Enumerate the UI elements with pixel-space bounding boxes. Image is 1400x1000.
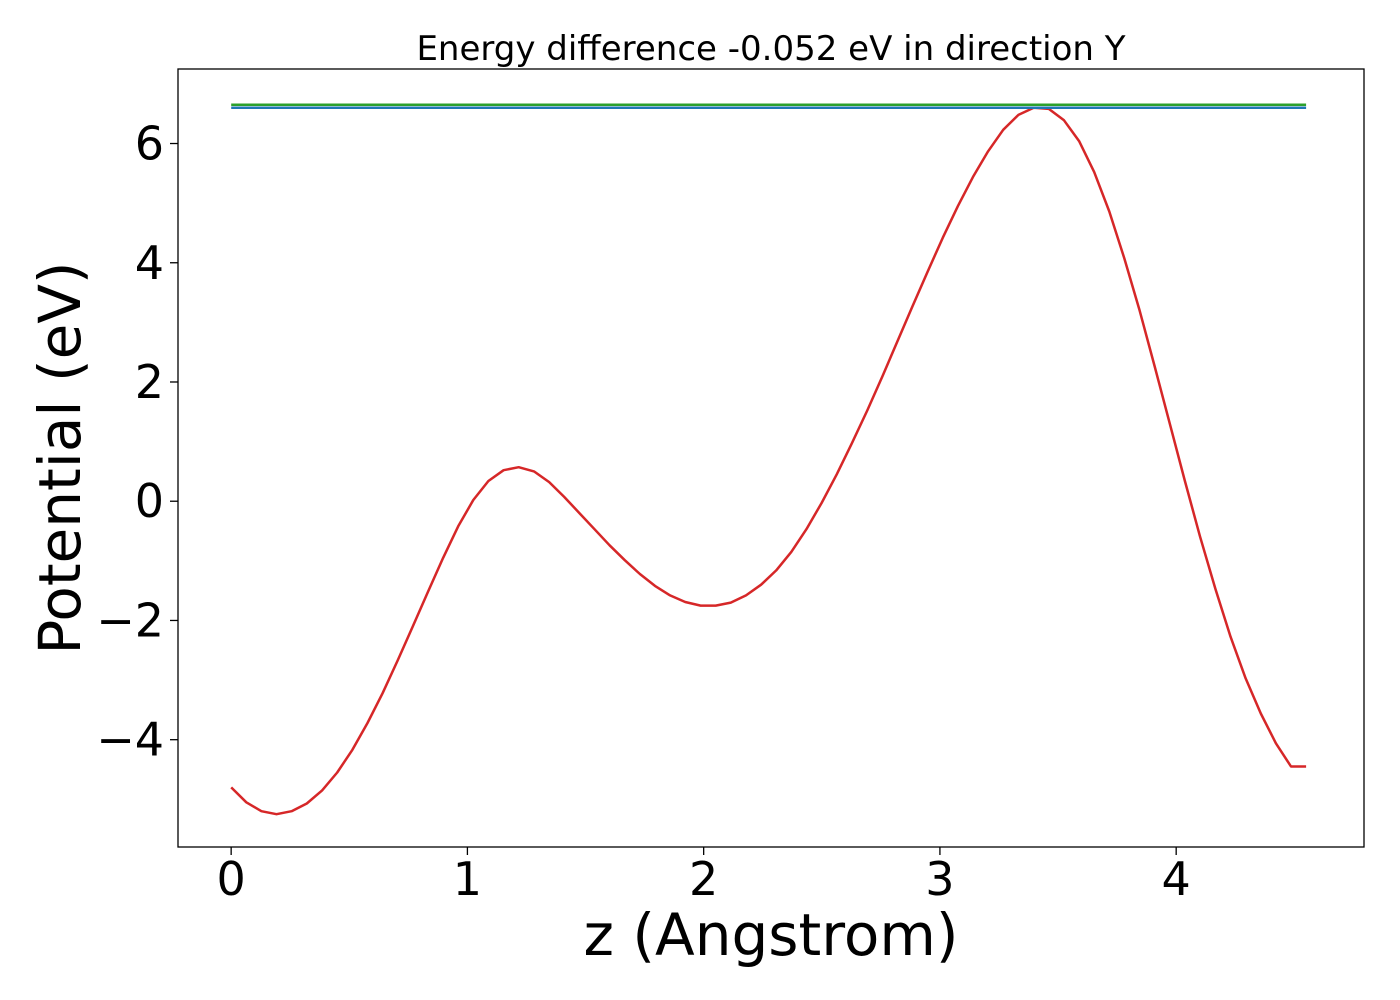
y-axis: −4 −2 0 2 4 6 xyxy=(96,117,178,767)
x-axis: 0 1 2 3 4 xyxy=(217,847,1191,906)
x-axis-label: z (Angstrom) xyxy=(584,901,959,969)
x-tick-label: 3 xyxy=(925,852,954,906)
y-tick-label: 4 xyxy=(135,236,164,290)
x-tick-label: 1 xyxy=(453,852,482,906)
y-tick-label: 0 xyxy=(135,474,164,528)
x-tick-label: 4 xyxy=(1162,852,1191,906)
y-axis-label: Potential (eV) xyxy=(26,261,94,654)
y-tick-label: −4 xyxy=(96,713,164,767)
x-tick-label: 0 xyxy=(217,852,246,906)
y-tick-label: 6 xyxy=(135,117,164,171)
y-tick-label: −2 xyxy=(96,593,164,647)
series-layer xyxy=(230,103,1307,816)
x-tick-label: 2 xyxy=(689,852,718,906)
y-tick-label: 2 xyxy=(135,355,164,409)
series-line-1 xyxy=(230,106,1307,816)
plot-frame xyxy=(177,68,1365,848)
chart-title: Energy difference -0.052 eV in direction… xyxy=(416,29,1125,69)
